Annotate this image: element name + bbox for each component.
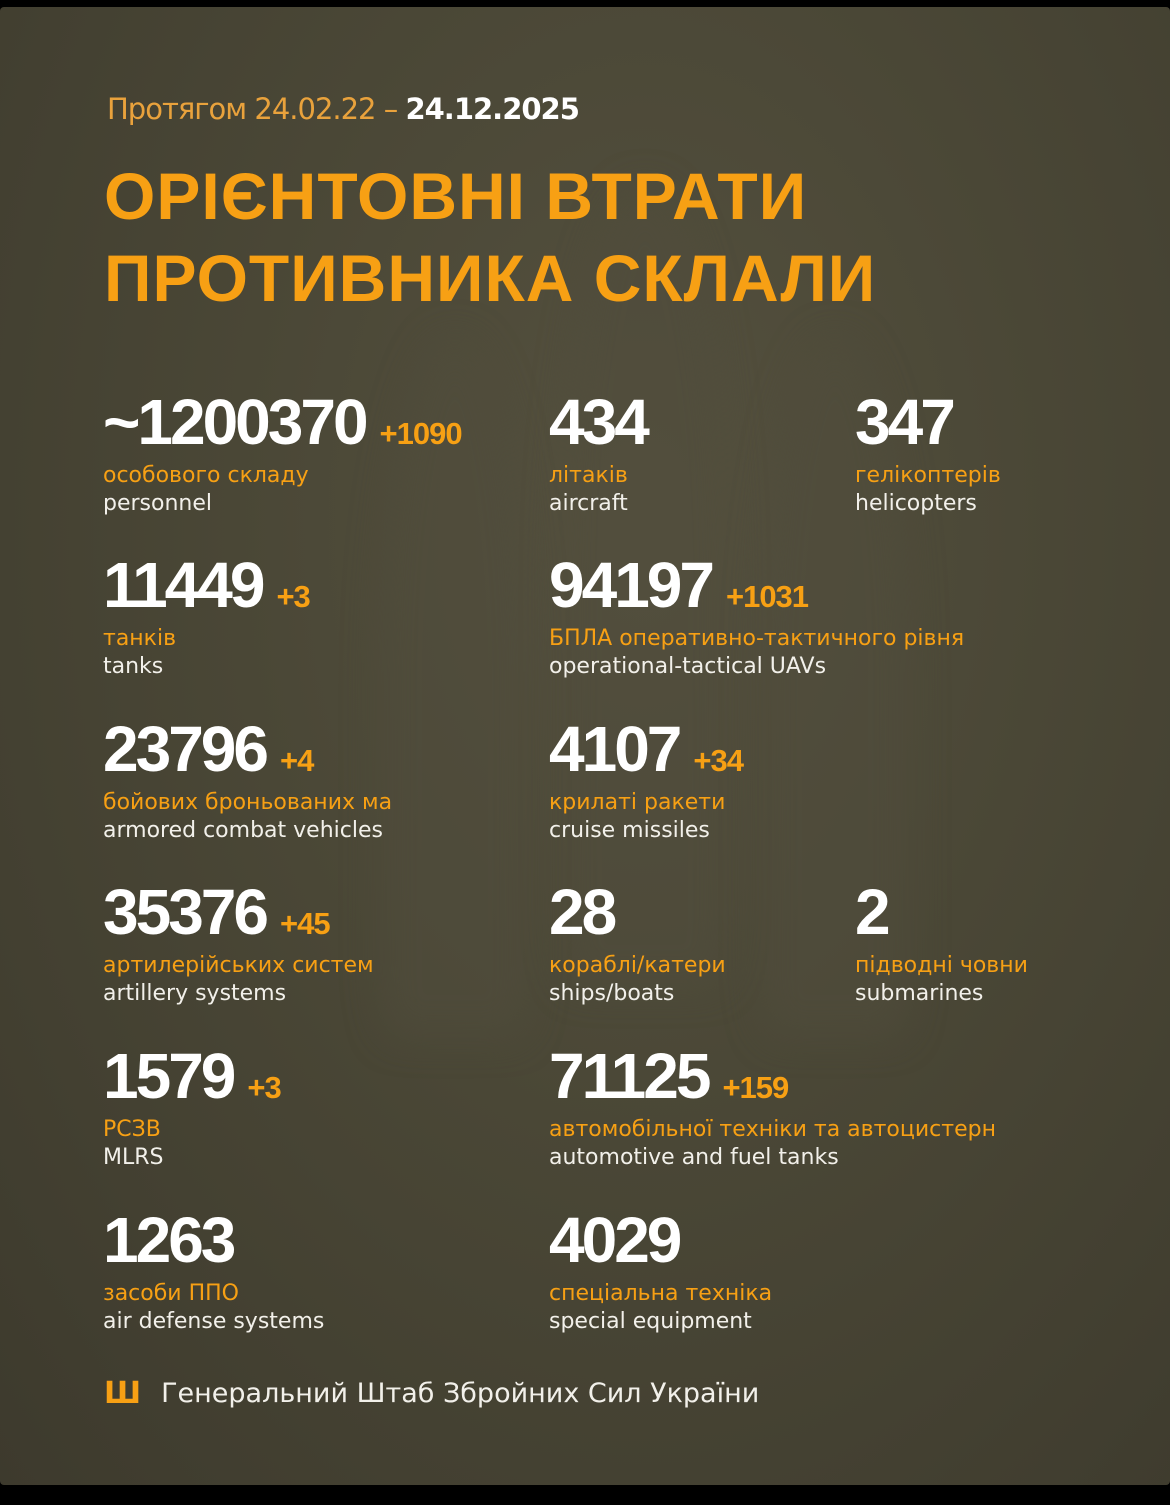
stat-label-ua: літаків (549, 463, 628, 488)
stat-value: 434 (549, 386, 650, 458)
stat-item: 11449 +3 танків tanks (103, 553, 311, 681)
stat-label-ua: артилерійських систем (103, 953, 374, 978)
background-silhouette (760, 337, 910, 1037)
stat-delta: +1090 (379, 416, 463, 451)
stat-item: 4029 спеціальна техніка special equipment (549, 1208, 772, 1336)
stat-item: 28 кораблі/катери ships/boats (549, 880, 726, 1008)
stat-label-en: aircraft (549, 491, 628, 516)
stat-item: 347 гелікоптерів helicopters (855, 390, 1001, 518)
stat-label-ua: кораблі/катери (549, 953, 726, 978)
stat-item: 2 підводні човни submarines (855, 880, 1028, 1008)
stat-value: 1579 (103, 1040, 236, 1112)
background-silhouette (560, 187, 730, 987)
stat-value: 11449 (103, 549, 265, 621)
stat-label-ua: спеціальна техніка (549, 1281, 773, 1306)
period-end: 24.12.2025 (405, 92, 579, 126)
stat-delta: +4 (279, 743, 314, 778)
stat-value: ~1200370 (103, 386, 369, 458)
stat-value-row: 347 (855, 390, 1001, 454)
stat-delta: +34 (693, 743, 744, 778)
stat-value: 2 (855, 876, 891, 948)
stat-value: 28 (549, 876, 617, 948)
footer-text: Генеральний Штаб Збройних Сил України (161, 1378, 760, 1409)
stat-label-en: submarines (855, 981, 984, 1006)
stat-item: 1263 засоби ППО air defense systems (103, 1208, 324, 1336)
background-silhouette (380, 337, 530, 1037)
stat-value: 35376 (103, 876, 269, 948)
stat-label-ua: гелікоптерів (855, 463, 1001, 488)
stat-label-en: MLRS (103, 1145, 164, 1170)
stat-label-ua: підводні човни (855, 953, 1028, 978)
stat-item: ~1200370 +1090 особового складу personnel (103, 390, 463, 518)
stat-label-en: operational-tactical UAVs (549, 654, 827, 679)
stat-value: 4029 (549, 1204, 682, 1276)
stat-value-row: 35376 +45 (103, 880, 374, 944)
stat-item: 4107 +34 крилаті ракети cruise missiles (549, 717, 744, 845)
stat-value: 71125 (549, 1040, 711, 1112)
stat-label-en: air defense systems (103, 1309, 325, 1334)
period-start: Протягом 24.02.22 – (107, 92, 398, 126)
stat-item: 35376 +45 артилерійських систем artillery s… (103, 880, 374, 1008)
stat-item: 434 літаків aircraft (549, 390, 650, 518)
stat-label-ua: автомобільної техніки та автоцистерн (549, 1117, 996, 1142)
stat-value: 4107 (549, 713, 682, 785)
stat-label-ua: бойових броньованих ма (103, 790, 393, 815)
stat-value: 94197 (549, 549, 715, 621)
title-line-2: ПРОТИВНИКА СКЛАЛИ (104, 241, 877, 315)
stat-item: 1579 +3 РСЗВ MLRS (103, 1044, 282, 1172)
trident-icon: Ш (104, 1376, 142, 1411)
stat-value-row: 28 (549, 880, 726, 944)
stat-label-ua: РСЗВ (103, 1117, 161, 1142)
stat-label-en: armored combat vehicles (103, 818, 383, 843)
period: Протягом 24.02.22 – 24.12.2025 (107, 92, 580, 126)
infographic-card (0, 7, 1170, 1485)
stat-delta: +1031 (725, 579, 809, 614)
stat-item: 71125 +159 автомобільної техніки та автоци… (549, 1044, 996, 1172)
stat-delta: +45 (279, 906, 331, 941)
stat-label-en: personnel (103, 491, 213, 516)
stat-label-en: tanks (103, 654, 164, 679)
stat-value-row: ~1200370 +1090 (103, 390, 463, 454)
stat-value-row: 2 (855, 880, 1028, 944)
stat-value-row: 94197 +1031 (549, 553, 964, 617)
footer: Ш Генеральний Штаб Збройних Сил України (104, 1376, 759, 1411)
stat-value: 1263 (103, 1204, 236, 1276)
stat-delta: +3 (276, 579, 310, 614)
stat-value: 347 (855, 386, 956, 458)
stat-delta: +159 (722, 1070, 789, 1105)
page-title: ОРІЄНТОВНІ ВТРАТИ ПРОТИВНИКА СКЛАЛИ (104, 155, 876, 319)
stat-value-row: 1579 +3 (103, 1044, 282, 1108)
title-line-1: ОРІЄНТОВНІ ВТРАТИ (104, 159, 808, 233)
stat-value-row: 11449 +3 (103, 553, 311, 617)
stat-value-row: 71125 +159 (549, 1044, 996, 1108)
stat-item: 23796 +4 бойових броньованих ма armored com… (103, 717, 392, 845)
stat-item: 94197 +1031 БПЛА оперативно-тактичного рів… (549, 553, 964, 681)
stat-label-ua: засоби ППО (103, 1281, 239, 1306)
stat-label-ua: танків (103, 626, 177, 651)
stat-value-row: 23796 +4 (103, 717, 392, 781)
stat-label-ua: крилаті ракети (549, 790, 726, 815)
stat-label-en: ships/boats (549, 981, 675, 1006)
stat-value: 23796 (103, 713, 269, 785)
stat-label-en: helicopters (855, 491, 977, 516)
stat-value-row: 4107 +34 (549, 717, 744, 781)
stat-label-ua: особового складу (103, 463, 309, 488)
stat-value-row: 4029 (549, 1208, 772, 1272)
stat-delta: +3 (247, 1070, 281, 1105)
stat-label-en: automotive and fuel tanks (549, 1145, 839, 1170)
stat-label-en: artillery systems (103, 981, 287, 1006)
stat-value-row: 434 (549, 390, 650, 454)
stat-label-en: cruise missiles (549, 818, 710, 843)
stat-label-en: special equipment (549, 1309, 752, 1334)
stat-label-ua: БПЛА оперативно-тактичного рівня (549, 626, 965, 651)
stat-value-row: 1263 (103, 1208, 324, 1272)
